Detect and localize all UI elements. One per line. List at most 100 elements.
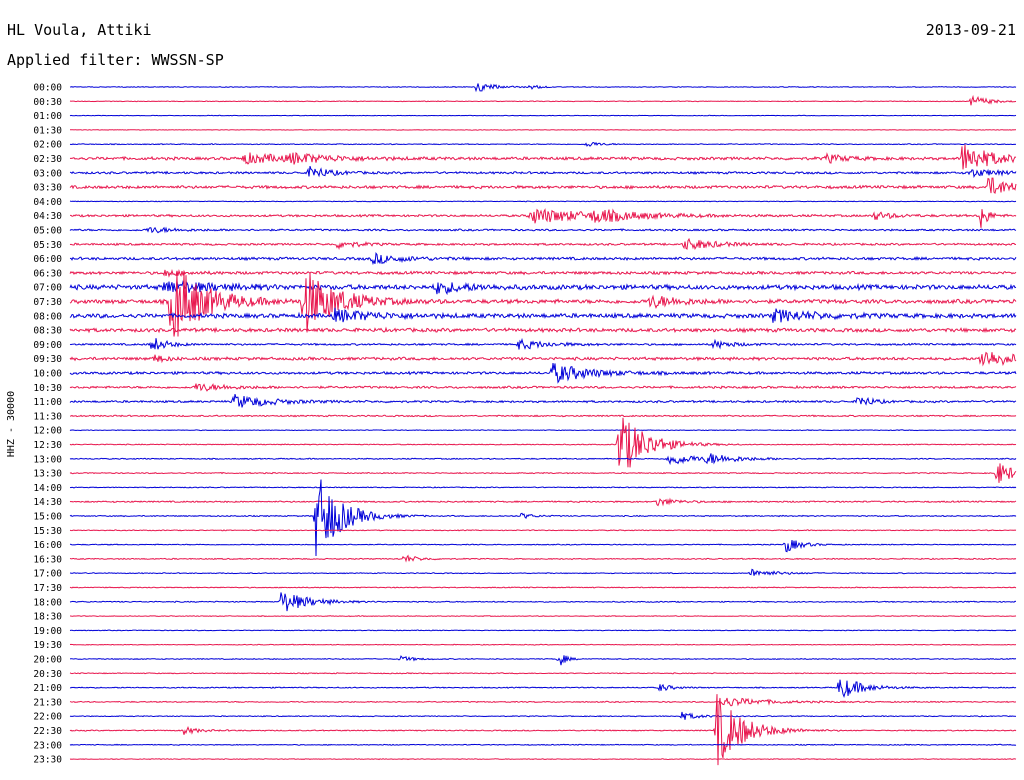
trace-line (69, 697, 1017, 707)
time-tick-label: 13:30 (33, 469, 62, 480)
trace-line (69, 251, 1017, 266)
time-tick-label: 08:00 (33, 311, 62, 322)
trace-line (69, 554, 1017, 563)
station-title: HL Voula, Attiki (7, 21, 152, 39)
recording-date: 2013-09-21 (925, 21, 1016, 39)
time-tick-label: 23:00 (33, 740, 62, 751)
trace-line (69, 144, 1017, 170)
time-tick-label: 19:30 (33, 640, 62, 651)
time-tick-label: 00:30 (33, 97, 62, 108)
trace-line (69, 417, 1017, 468)
trace-line (69, 679, 1017, 699)
time-tick-label: 04:30 (33, 211, 62, 222)
trace-line (69, 479, 1017, 557)
trace-line (69, 711, 1017, 720)
trace-line (69, 393, 1017, 408)
trace-line (69, 83, 1017, 93)
time-tick-label: 20:30 (33, 669, 62, 680)
trace-line (69, 586, 1017, 589)
time-tick-label: 04:00 (33, 197, 62, 208)
time-tick-label: 23:30 (33, 755, 62, 766)
time-tick-label: 11:30 (33, 411, 62, 422)
time-tick-label: 12:00 (33, 426, 62, 437)
time-tick-label: 07:00 (33, 283, 62, 294)
trace-line (70, 208, 1017, 228)
trace-line (69, 453, 1017, 466)
time-tick-label: 19:00 (33, 626, 62, 637)
trace-line (70, 129, 1016, 131)
time-tick-label: 06:00 (33, 254, 62, 265)
trace-line (69, 758, 1017, 761)
time-tick-label: 00:00 (33, 83, 62, 94)
trace-line (69, 463, 1017, 483)
time-tick-label: 03:30 (33, 183, 62, 194)
trace-line (69, 268, 1017, 278)
time-tick-label: 13:00 (33, 454, 62, 465)
trace-line (69, 114, 1017, 117)
trace-line (69, 429, 1017, 432)
trace-line (69, 337, 1017, 350)
trace-line (69, 307, 1017, 323)
time-tick-label: 08:30 (33, 326, 62, 337)
time-tick-label: 10:00 (33, 369, 62, 380)
time-tick-label: 11:00 (33, 397, 62, 408)
time-tick-label: 20:00 (33, 655, 62, 666)
trace-line (69, 414, 1017, 418)
trace-line (69, 351, 1017, 367)
time-tick-label: 21:30 (33, 697, 62, 708)
trace-line (69, 326, 1017, 334)
trace-line (69, 540, 1017, 553)
time-tick-label: 03:00 (33, 168, 62, 179)
time-tick-label: 16:00 (33, 540, 62, 551)
time-tick-label: 09:00 (33, 340, 62, 351)
trace-line (69, 177, 1017, 195)
trace-line (69, 497, 1017, 507)
time-tick-label: 05:00 (33, 226, 62, 237)
time-tick-label: 06:30 (33, 268, 62, 279)
trace-line (69, 226, 1017, 234)
time-tick-label: 17:00 (33, 569, 62, 580)
time-tick-label: 07:30 (33, 297, 62, 308)
time-tick-label: 01:00 (33, 111, 62, 122)
trace-line (69, 486, 1017, 489)
time-tick-label: 16:30 (33, 554, 62, 565)
time-tick-label: 02:00 (33, 140, 62, 151)
trace-line (69, 94, 1017, 106)
trace-line (69, 643, 1017, 646)
trace-line (69, 272, 1017, 337)
time-tick-label: 15:00 (33, 512, 62, 523)
time-tick-label: 18:00 (33, 597, 62, 608)
time-tick-label: 21:00 (33, 683, 62, 694)
trace-line (69, 165, 1017, 178)
trace-line (69, 655, 1017, 666)
time-tick-label: 12:30 (33, 440, 62, 451)
trace-line (69, 568, 1017, 577)
time-tick-label: 17:30 (33, 583, 62, 594)
trace-line (69, 743, 1017, 746)
time-tick-label: 18:30 (33, 612, 62, 623)
time-tick-label: 02:30 (33, 154, 62, 165)
trace-line (70, 615, 1017, 618)
time-tick-label: 22:00 (33, 712, 62, 723)
trace-line (69, 629, 1017, 632)
trace-line (69, 280, 1017, 296)
time-tick-label: 01:30 (33, 125, 62, 136)
time-tick-label: 15:30 (33, 526, 62, 537)
time-tick-label: 10:30 (33, 383, 62, 394)
time-tick-label: 05:30 (33, 240, 62, 251)
time-tick-label: 09:30 (33, 354, 62, 365)
trace-line (69, 672, 1017, 675)
trace-line (69, 200, 1017, 203)
time-tick-label: 14:30 (33, 497, 62, 508)
time-tick-label: 14:00 (33, 483, 62, 494)
time-tick-label: 22:30 (33, 726, 62, 737)
trace-line (69, 592, 1017, 612)
trace-line (69, 363, 1017, 384)
trace-line (69, 694, 1017, 766)
trace-line (69, 529, 1017, 532)
trace-line (69, 141, 1017, 147)
trace-line (69, 237, 1017, 251)
trace-line (69, 383, 1017, 392)
filter-label: Applied filter: WWSSN-SP (7, 51, 224, 69)
